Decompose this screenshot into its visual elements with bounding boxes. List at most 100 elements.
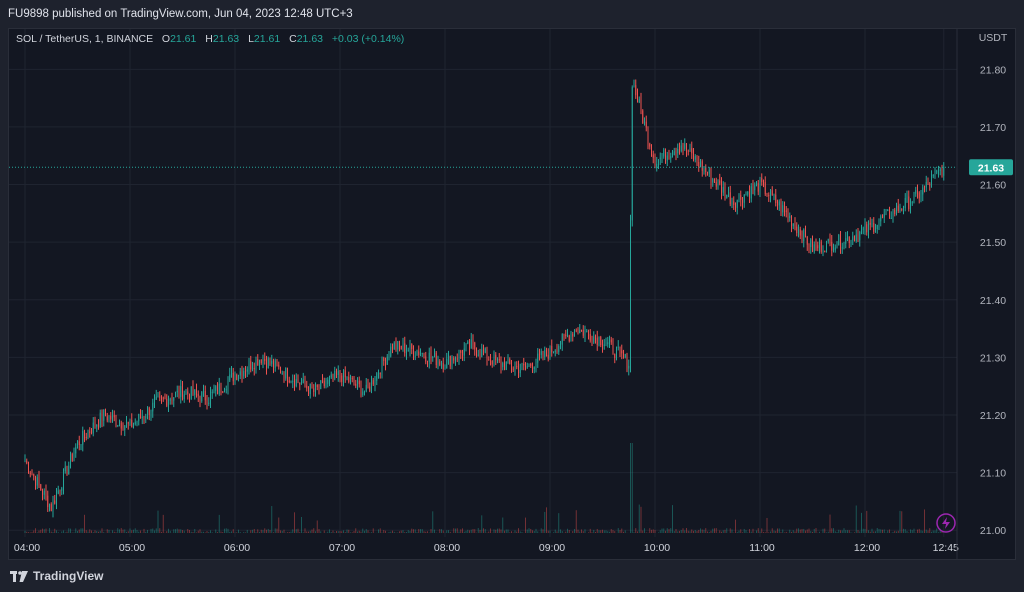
candle-body [598,336,600,345]
candle-body [353,378,355,384]
volume-bar [497,528,498,533]
volume-bar [700,528,701,533]
volume-bar [477,528,479,533]
candle-body [556,350,558,352]
candle-body [848,236,850,244]
candle-body [217,386,218,394]
candle-body [511,364,512,369]
candle-body [486,348,488,360]
candle-body [117,425,119,427]
volume-bar [362,528,364,533]
volume-bar [346,529,348,533]
volume-bar [686,528,687,533]
candle-body [168,400,169,406]
volume-bar [623,531,624,533]
volume-bar [365,529,367,533]
volume-bar [526,529,528,533]
volume-bar [757,528,759,533]
candle-body [717,180,719,187]
candle-body [773,194,775,196]
volume-bar [936,528,938,533]
volume-bar [434,529,435,533]
candle-body [297,378,299,383]
volume-bar [798,528,799,533]
candle-body [323,380,325,387]
candle-body [390,346,392,357]
candle-body [794,223,796,227]
volume-bar [134,528,136,533]
volume-bar [470,529,472,533]
candle-body [259,359,260,366]
candle-body [213,390,215,392]
volume-bar [796,528,798,533]
candle-body [528,363,530,367]
chart-area[interactable]: 21.00 21.10 21.20 21.30 21.40 21.50 21.60 21.70… [8,28,1016,560]
volume-bar [351,532,353,533]
candle-body [376,373,378,381]
candle-body [399,341,400,346]
volume-bar [847,530,848,533]
candle-body [757,183,759,192]
candle-body [243,370,245,377]
candle-body [910,203,911,210]
candle-body [533,367,535,370]
volume-bar [619,530,621,533]
volume-bar [82,528,84,533]
volume-bar [843,528,845,533]
candle-body [605,344,607,346]
volume-bar [294,512,295,533]
volume-bar [456,528,458,533]
candle-body [87,431,89,439]
candle-body [80,444,82,446]
candle-body [306,385,308,389]
price-chart[interactable]: 21.00 21.10 21.20 21.30 21.40 21.50 21.60 21.70… [9,29,1015,559]
volume-bar [250,530,252,533]
volume-bar [210,530,211,533]
volume-bar [666,528,668,533]
candle-body [409,344,411,351]
x-tick-label: 11:00 [749,542,775,554]
volume-bar [596,528,598,533]
candle-body [113,415,115,418]
candle-body [462,352,463,356]
candle-body [602,345,603,347]
candle-body [182,386,183,400]
candle-body [33,474,35,477]
volume-bar [794,531,796,533]
volume-bar [106,529,108,533]
volume-bar [509,532,511,533]
volume-bar [929,528,931,533]
brand[interactable]: TradingView [10,569,103,583]
volume-bar [161,531,162,533]
volume-bar [705,528,707,533]
candle-body [271,360,273,364]
volume-bar [712,528,714,533]
candle-body [561,333,563,345]
volume-bar [729,528,731,533]
candle-body [269,358,271,364]
candle-body [357,380,358,386]
candle-body [747,191,749,195]
candle-body [122,428,124,430]
candle-body [938,170,939,172]
volume-bar [236,532,238,533]
volume-bar [313,528,315,533]
volume-bar [558,513,560,533]
close-value: 21.63 [296,33,323,45]
volume-bar [505,529,507,533]
candle-body [820,241,822,252]
candle-body [108,415,110,421]
volume-bar [460,529,462,533]
volume-bar [344,532,346,533]
volume-bar [726,528,728,533]
candle-body [787,212,789,218]
volume-bar [519,531,521,533]
lightning-icon[interactable] [936,513,956,533]
volume-bar [427,531,428,533]
volume-bar [288,531,290,533]
candle-body [876,225,878,230]
candle-body [616,347,617,358]
candle-body [666,155,668,161]
candle-body [644,121,645,124]
volume-bar [546,507,547,533]
